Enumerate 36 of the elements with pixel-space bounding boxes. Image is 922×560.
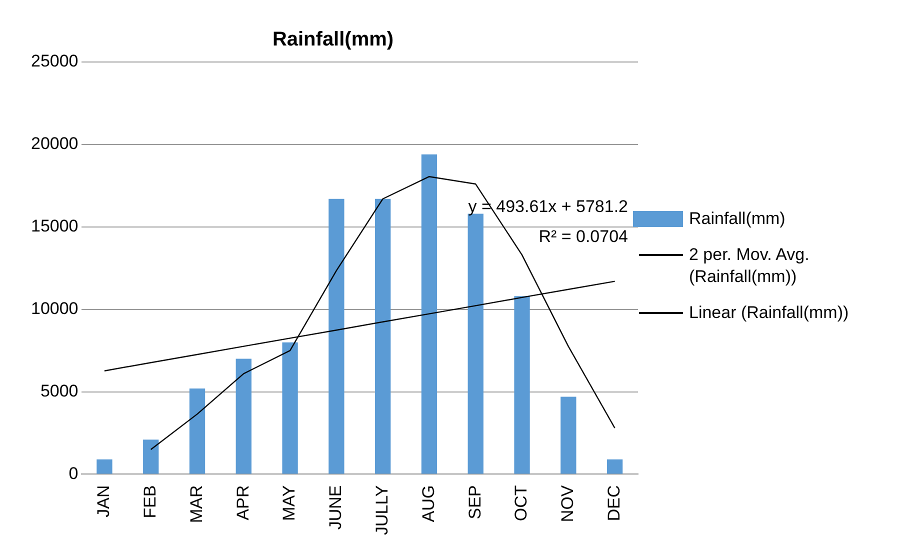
bar <box>560 396 576 474</box>
y-tick-label: 0 <box>68 464 78 483</box>
x-tick-label: MAR <box>186 485 206 524</box>
x-tick-label: DEC <box>604 485 624 522</box>
x-tick-label: APR <box>233 485 252 520</box>
x-tick-label: JAN <box>94 485 114 518</box>
bar <box>282 342 298 474</box>
legend-label: Linear (Rainfall(mm)) <box>689 302 849 324</box>
x-tick-label: JUNE <box>326 485 346 530</box>
bar <box>96 459 112 474</box>
x-tick-label: OCT <box>512 485 531 522</box>
bar <box>421 154 438 474</box>
chart-title: Rainfall(mm) <box>272 28 394 51</box>
x-tick-label: JULLY <box>372 485 392 535</box>
bar <box>143 440 159 474</box>
x-tick-label: SEP <box>465 485 484 520</box>
legend-label: 2 per. Mov. Avg. (Rainfall(mm)) <box>689 244 810 288</box>
x-tick-label: FEB <box>140 485 160 518</box>
y-tick-label: 25000 <box>30 52 78 71</box>
y-tick-label: 15000 <box>30 216 78 236</box>
y-tick-label: 10000 <box>30 299 78 318</box>
x-tick-label: MAY <box>280 485 299 521</box>
y-tick-label: 5000 <box>40 381 78 400</box>
bar <box>468 214 484 474</box>
annotation: y = 493.61x + 5781.2 <box>468 197 628 216</box>
bar <box>189 388 206 474</box>
x-tick-label: NOV <box>558 484 578 522</box>
bar <box>375 198 391 474</box>
annotation: R² = 0.0704 <box>538 227 628 246</box>
bar <box>236 358 252 474</box>
x-tick-label: AUG <box>418 485 438 522</box>
y-tick-label: 20000 <box>30 134 78 154</box>
bar <box>606 459 623 474</box>
bar <box>514 296 530 474</box>
legend-label: Rainfall(mm) <box>689 208 786 230</box>
bar <box>328 198 344 474</box>
